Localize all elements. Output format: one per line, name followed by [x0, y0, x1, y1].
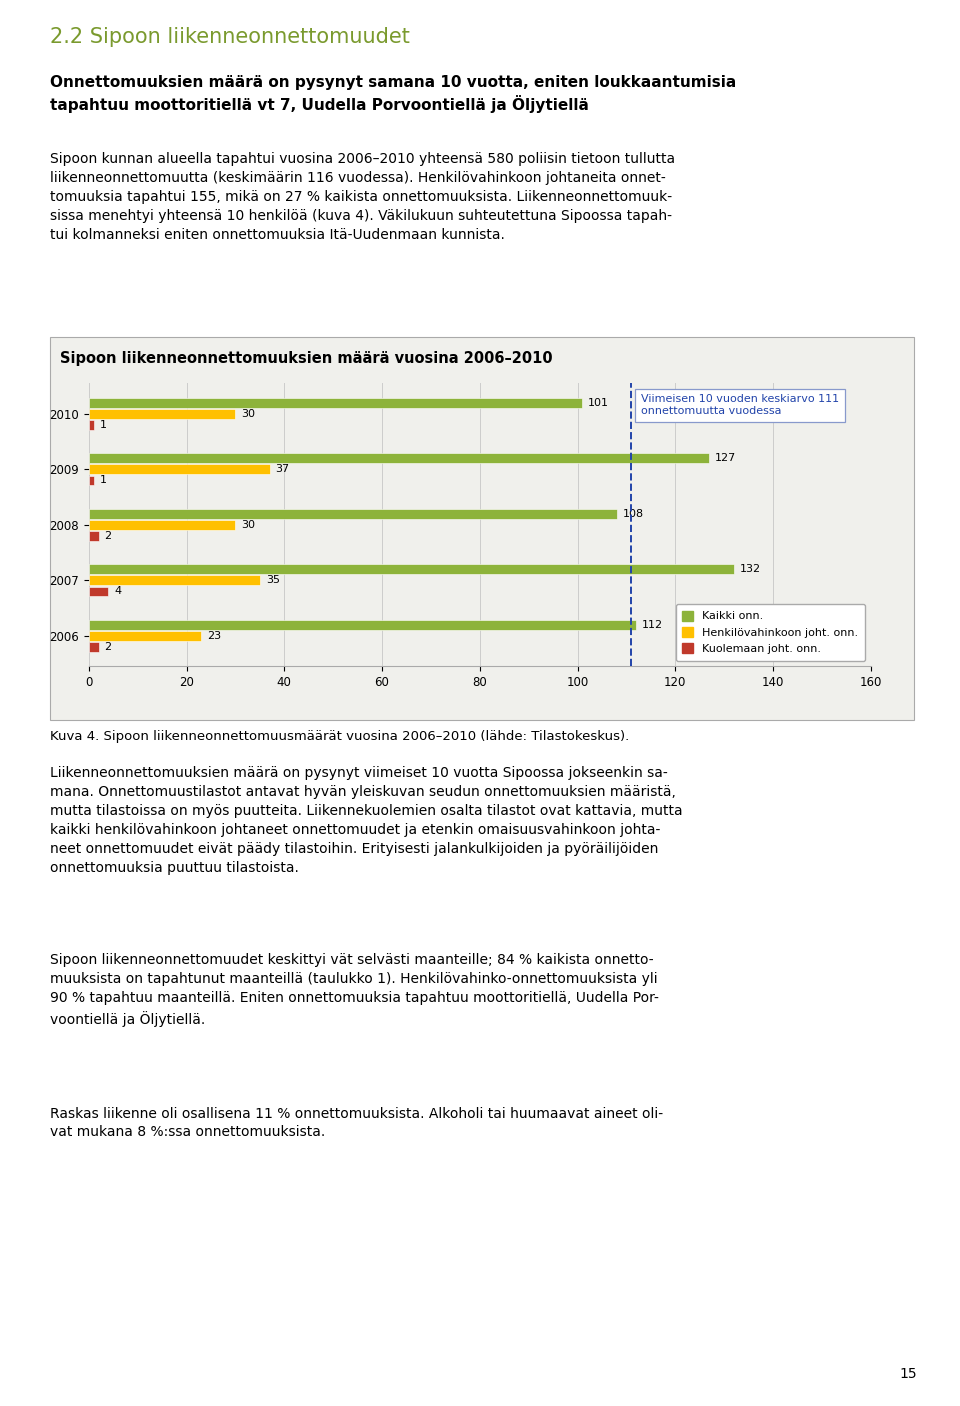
Text: Onnettomuuksien määrä on pysynyt samana 10 vuotta, eniten loukkaantumisia
tapaht: Onnettomuuksien määrä on pysynyt samana … — [50, 75, 736, 112]
Bar — [88, 409, 235, 419]
Text: 1: 1 — [100, 420, 107, 430]
Text: 101: 101 — [588, 398, 610, 408]
Text: 30: 30 — [241, 520, 255, 530]
Text: 2.2 Sipoon liikenneonnettomuudet: 2.2 Sipoon liikenneonnettomuudet — [50, 27, 410, 46]
Bar — [88, 520, 235, 530]
Bar — [88, 631, 202, 641]
Text: 127: 127 — [715, 453, 736, 463]
Bar — [88, 464, 270, 474]
Bar — [88, 564, 733, 574]
Bar — [88, 453, 709, 463]
Bar — [88, 575, 260, 585]
Text: 2: 2 — [105, 643, 111, 652]
Text: Raskas liikenne oli osallisena 11 % onnettomuuksista. Alkoholi tai huumaavat ain: Raskas liikenne oli osallisena 11 % onne… — [50, 1107, 663, 1139]
Bar — [88, 620, 636, 630]
Text: 108: 108 — [622, 509, 643, 519]
Bar — [88, 586, 108, 596]
Text: 23: 23 — [207, 631, 221, 641]
Text: 1: 1 — [100, 475, 107, 485]
Text: 37: 37 — [276, 464, 290, 474]
Bar — [88, 643, 99, 652]
Text: Liikenneonnettomuuksien määrä on pysynyt viimeiset 10 vuotta Sipoossa jokseenkin: Liikenneonnettomuuksien määrä on pysynyt… — [50, 766, 683, 875]
Legend: Kaikki onn., Henkilövahinkoon joht. onn., Kuolemaan joht. onn.: Kaikki onn., Henkilövahinkoon joht. onn.… — [676, 605, 865, 661]
Text: Sipoon kunnan alueella tapahtui vuosina 2006–2010 yhteensä 580 poliisin tietoon : Sipoon kunnan alueella tapahtui vuosina … — [50, 152, 675, 242]
Text: 132: 132 — [740, 564, 761, 574]
Bar — [88, 531, 99, 541]
Text: 112: 112 — [642, 620, 663, 630]
Text: 4: 4 — [114, 586, 121, 596]
Bar — [88, 420, 94, 430]
Bar — [88, 398, 583, 408]
Text: 15: 15 — [900, 1367, 917, 1381]
Text: Sipoon liikenneonnettomuuksien määrä vuosina 2006–2010: Sipoon liikenneonnettomuuksien määrä vuo… — [60, 352, 552, 367]
Text: Sipoon liikenneonnettomuudet keskittyi vät selvästi maanteille; 84 % kaikista on: Sipoon liikenneonnettomuudet keskittyi v… — [50, 953, 659, 1026]
Bar — [88, 509, 616, 519]
Text: 35: 35 — [266, 575, 279, 585]
Text: Viimeisen 10 vuoden keskiarvo 111
onnettomuutta vuodessa: Viimeisen 10 vuoden keskiarvo 111 onnett… — [641, 395, 839, 416]
Text: 30: 30 — [241, 409, 255, 419]
Text: 2: 2 — [105, 531, 111, 541]
Text: Kuva 4. Sipoon liikenneonnettomuusmäärät vuosina 2006–2010 (lähde: Tilastokeskus: Kuva 4. Sipoon liikenneonnettomuusmäärät… — [50, 730, 629, 742]
Bar — [88, 475, 94, 485]
